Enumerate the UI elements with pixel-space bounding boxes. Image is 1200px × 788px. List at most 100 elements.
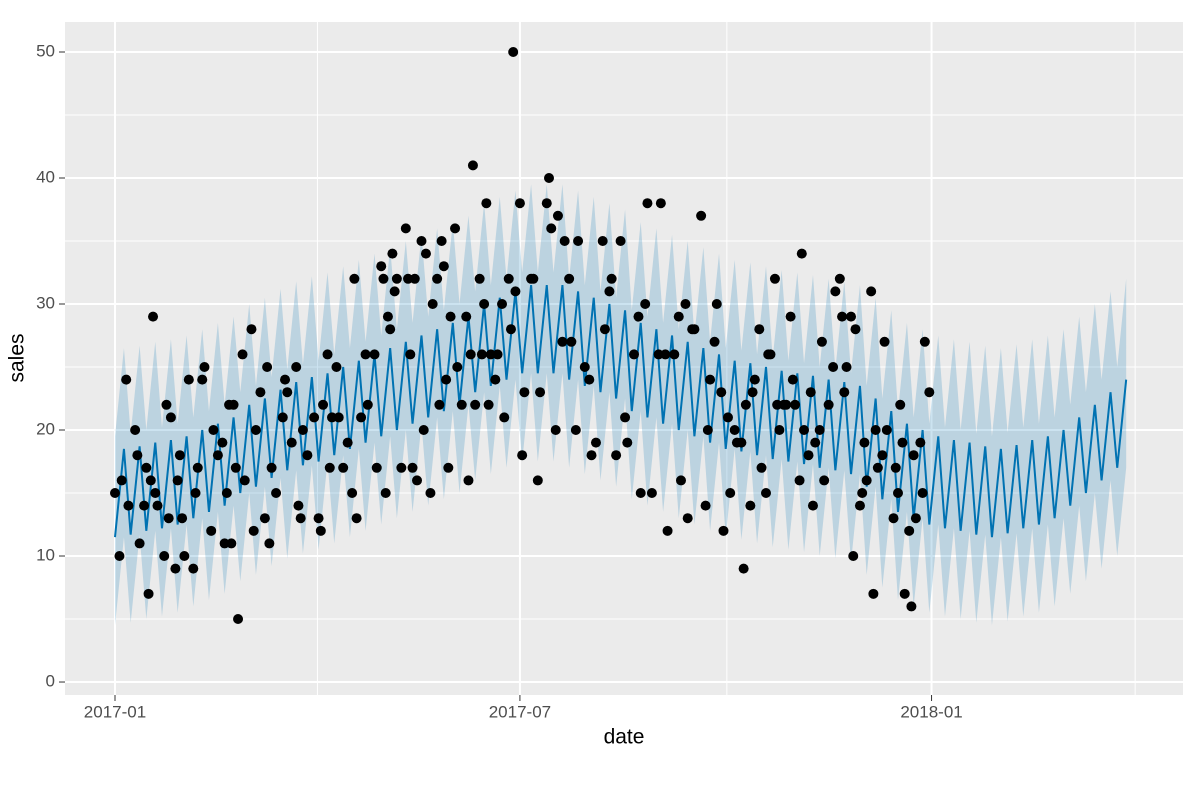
data-point	[769, 273, 780, 284]
data-point	[532, 475, 543, 486]
data-point	[141, 462, 152, 473]
data-point	[738, 563, 749, 574]
data-point	[315, 525, 326, 536]
data-point	[689, 324, 700, 335]
data-point	[416, 235, 427, 246]
data-point	[351, 513, 362, 524]
data-point	[425, 488, 436, 499]
data-point	[445, 311, 456, 322]
data-point	[170, 563, 181, 574]
data-point	[237, 349, 248, 360]
data-point	[371, 462, 382, 473]
data-point	[805, 387, 816, 398]
data-point	[438, 261, 449, 272]
data-point	[497, 299, 508, 310]
data-point	[333, 412, 344, 423]
data-point	[546, 223, 557, 234]
data-point	[611, 450, 622, 461]
data-point	[152, 500, 163, 511]
data-point	[483, 399, 494, 410]
data-point	[850, 324, 861, 335]
data-point	[188, 563, 199, 574]
data-point	[702, 425, 713, 436]
data-point	[606, 273, 617, 284]
data-point	[761, 488, 772, 499]
data-point	[910, 513, 921, 524]
data-point	[579, 362, 590, 373]
data-point	[179, 551, 190, 562]
data-point	[620, 412, 631, 423]
data-point	[246, 324, 257, 335]
data-point	[544, 172, 555, 183]
data-point	[834, 273, 845, 284]
data-point	[633, 311, 644, 322]
data-point	[675, 475, 686, 486]
data-point	[756, 462, 767, 473]
data-point	[434, 399, 445, 410]
data-point	[456, 399, 467, 410]
data-point	[293, 500, 304, 511]
data-point	[436, 235, 447, 246]
data-point	[810, 437, 821, 448]
data-point	[318, 399, 329, 410]
data-point	[387, 248, 398, 259]
data-point	[132, 450, 143, 461]
data-point	[362, 399, 373, 410]
data-point	[228, 399, 239, 410]
data-point	[709, 336, 720, 347]
data-point	[145, 475, 156, 486]
data-point	[391, 273, 402, 284]
data-point	[123, 500, 134, 511]
data-point	[640, 299, 651, 310]
data-point	[510, 286, 521, 297]
data-point	[888, 513, 899, 524]
data-point	[172, 475, 183, 486]
data-point	[566, 336, 577, 347]
data-point	[635, 488, 646, 499]
data-point	[508, 46, 519, 57]
data-point	[924, 387, 935, 398]
data-point	[877, 450, 888, 461]
data-point	[271, 488, 282, 499]
data-point	[427, 299, 438, 310]
data-point	[908, 450, 919, 461]
data-point	[280, 374, 291, 385]
data-point	[239, 475, 250, 486]
data-point	[302, 450, 313, 461]
data-point	[535, 387, 546, 398]
data-point	[295, 513, 306, 524]
data-point	[655, 198, 666, 209]
data-point	[297, 425, 308, 436]
data-point	[828, 362, 839, 373]
data-point	[629, 349, 640, 360]
data-point	[405, 349, 416, 360]
data-point	[217, 437, 228, 448]
data-point	[121, 374, 132, 385]
data-point	[740, 399, 751, 410]
data-point	[420, 248, 431, 259]
data-point	[291, 362, 302, 373]
data-point	[313, 513, 324, 524]
data-point	[861, 475, 872, 486]
data-point	[859, 437, 870, 448]
data-point	[584, 374, 595, 385]
data-point	[490, 374, 501, 385]
y-tick-label: 10	[36, 545, 55, 564]
data-point	[450, 223, 461, 234]
data-point	[412, 475, 423, 486]
data-point	[250, 425, 261, 436]
data-point	[264, 538, 275, 549]
data-point	[868, 588, 879, 599]
data-point	[915, 437, 926, 448]
data-point	[331, 362, 342, 373]
data-point	[163, 513, 174, 524]
data-point	[906, 601, 917, 612]
x-axis-title: date	[604, 726, 645, 749]
data-point	[573, 235, 584, 246]
data-point	[599, 324, 610, 335]
y-tick-label: 30	[36, 293, 55, 312]
data-point	[528, 273, 539, 284]
data-point	[794, 475, 805, 486]
data-point	[208, 425, 219, 436]
